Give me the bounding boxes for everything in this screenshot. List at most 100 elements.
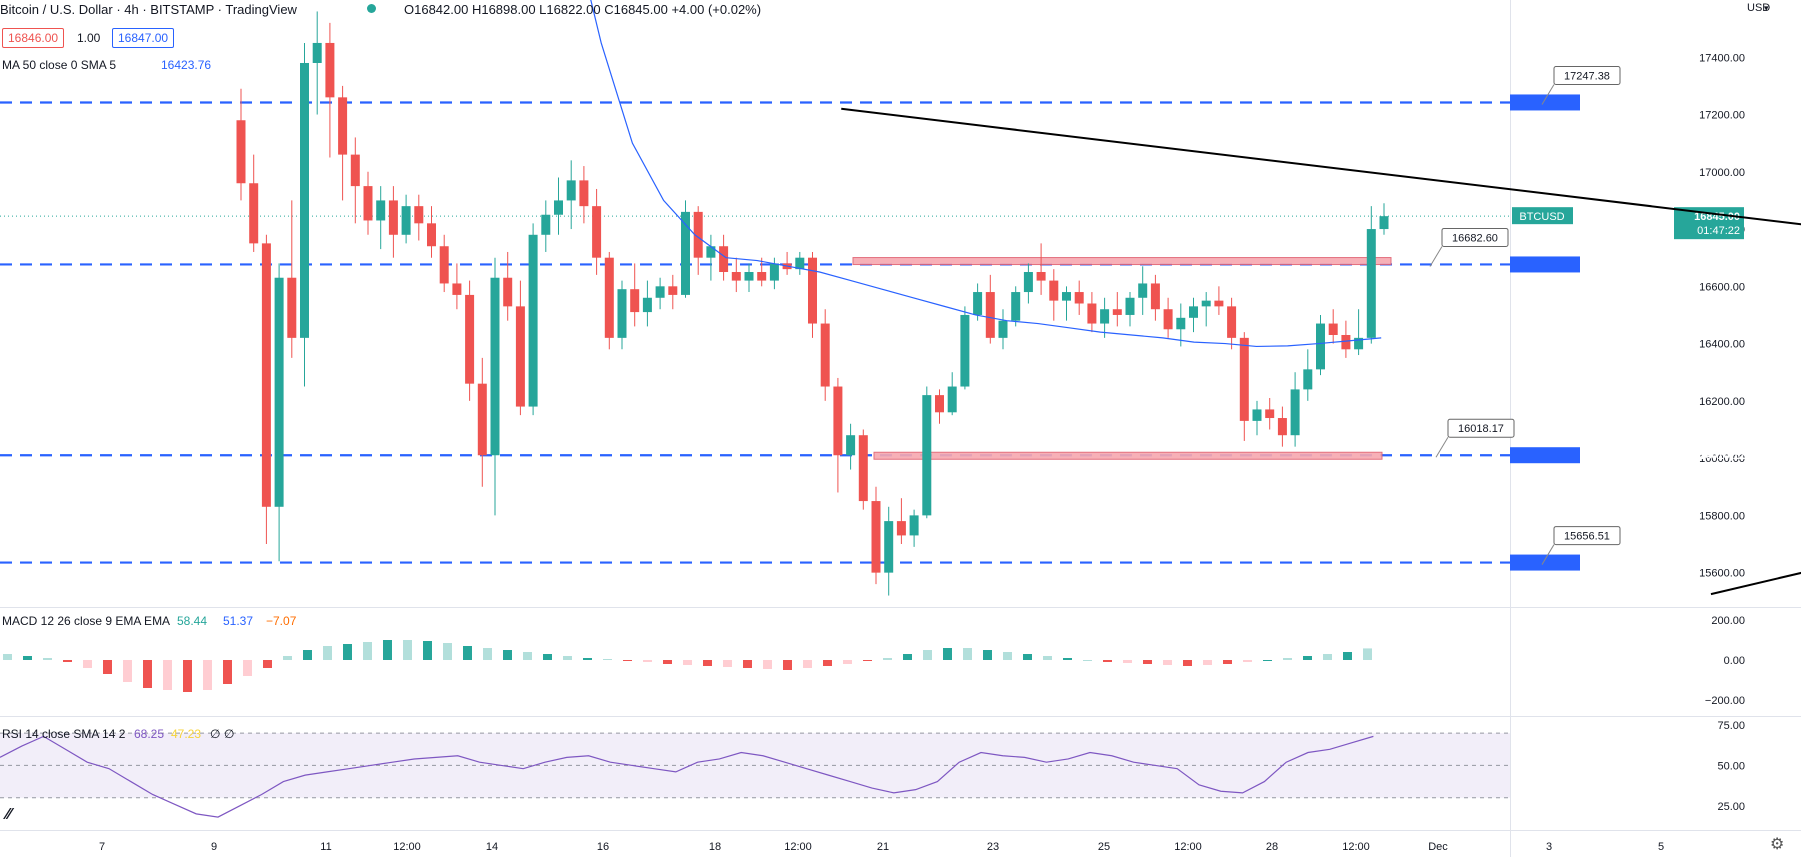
macd-histogram-bar (723, 660, 732, 667)
candle-body (731, 272, 741, 281)
time-tick-label: 14 (486, 841, 498, 853)
current-price-label: 16845.00 (1694, 211, 1740, 223)
candle-body (1227, 306, 1237, 338)
macd-histogram-bar (1183, 660, 1192, 666)
macd-histogram-bar (843, 660, 852, 664)
candle-body (388, 200, 398, 235)
macd-histogram-bar (1003, 652, 1012, 660)
resistance-zone (852, 257, 1392, 266)
price-level-badge (1510, 554, 1580, 571)
candle-body (401, 206, 411, 235)
macd-histogram-bar (923, 650, 932, 660)
macd-histogram-bar (943, 648, 952, 660)
spread-value: 1.00 (77, 31, 101, 45)
price-level-label: 16676.37 (1699, 259, 1745, 271)
ohlc-values: O16842.00 H16898.00 L16822.00 C16845.00 … (404, 2, 762, 17)
time-tick-label: 12:00 (784, 841, 812, 853)
candle-body (960, 314, 970, 387)
ask-price-button[interactable]: 16847.00 (112, 28, 175, 48)
macd-histogram-bar (43, 658, 52, 660)
candle-body (312, 42, 322, 63)
candle-body (1049, 280, 1059, 301)
macd-histogram-bar (803, 660, 812, 668)
candle-body (554, 200, 563, 215)
macd-histogram-bar (263, 660, 272, 668)
candle-body (833, 386, 843, 456)
callout-box (1553, 526, 1621, 546)
candle-body (935, 395, 944, 413)
candle-body (1112, 309, 1122, 315)
price-level-label: 17242.14 (1699, 97, 1746, 109)
macd-histogram-bar (1223, 660, 1232, 664)
macd-histogram-bar (1143, 660, 1152, 664)
candle-body (427, 223, 436, 247)
rsi-tick-label: 50.00 (1717, 760, 1745, 772)
macd-histogram-bar (1363, 648, 1372, 660)
callout-label: 15656.51 (1564, 531, 1610, 543)
macd-histogram-bar (403, 640, 412, 660)
macd-histogram-bar (3, 654, 12, 660)
macd-histogram-bar (443, 643, 452, 660)
callout-pointer (1541, 544, 1555, 565)
candle-body (1239, 337, 1249, 421)
candle-body (261, 243, 271, 507)
macd-histogram-bar (963, 648, 972, 660)
time-tick-label: 16 (597, 841, 609, 853)
gear-icon[interactable]: ⚙ (1770, 836, 1785, 853)
candle-body (909, 515, 919, 536)
candle-body (1303, 369, 1313, 390)
candle-body (1036, 272, 1046, 281)
macd-histogram-bar (1043, 656, 1052, 660)
candle-body (884, 521, 894, 573)
time-tick-label: 25 (1098, 841, 1110, 853)
macd-value: 58.44 (177, 614, 208, 628)
candle-body (300, 62, 309, 338)
chevron-down-icon[interactable]: ▾ (1764, 3, 1769, 13)
currency-label[interactable]: USD (1747, 2, 1771, 14)
candle-body (757, 272, 767, 281)
candle-body (503, 277, 513, 307)
candle-body (465, 294, 475, 384)
candle-body (630, 289, 640, 313)
macd-histogram-bar (583, 658, 592, 660)
candle-body (1290, 389, 1300, 436)
market-status-dot (367, 4, 376, 13)
rsi-value: 68.25 (134, 727, 165, 741)
candle-body (1125, 297, 1135, 315)
candle-body (922, 395, 932, 516)
macd-histogram-bar (863, 660, 872, 661)
candle-body (1176, 317, 1186, 330)
candle-body (338, 97, 348, 155)
macd-histogram-bar (423, 641, 432, 660)
candle-body (1023, 272, 1033, 293)
macd-histogram-bar (463, 646, 472, 660)
candle-body (1189, 306, 1198, 318)
price-tick-label: 16400.00 (1699, 339, 1745, 351)
time-tick-label: 23 (987, 841, 999, 853)
candle-body (846, 435, 856, 456)
candle-body (1252, 409, 1262, 421)
candle-body (592, 206, 602, 258)
bid-price-button[interactable]: 16846.00 (2, 28, 65, 48)
macd-histogram-bar (523, 652, 532, 660)
bar-countdown-label: 01:47:22 (1697, 225, 1740, 237)
macd-histogram-bar (823, 660, 832, 666)
macd-histogram-bar (483, 648, 492, 660)
time-tick-label: 12:00 (393, 841, 421, 853)
candle-body (668, 286, 678, 295)
candle-body (287, 277, 297, 338)
candle-body (719, 246, 729, 273)
macd-histogram-bar (143, 660, 152, 688)
macd-histogram-bar (283, 656, 292, 660)
candle-body (1341, 334, 1351, 350)
candle-body (1277, 418, 1287, 436)
rsi-tick-label: 25.00 (1717, 801, 1745, 813)
tradingview-logo-icon[interactable]: ⁄⁄ (6, 806, 12, 823)
candle-body (947, 386, 957, 413)
macd-hist-value: −7.07 (266, 614, 297, 628)
candle-body (376, 200, 386, 221)
macd-histogram-bar (1303, 656, 1312, 660)
macd-histogram-bar (1163, 660, 1172, 665)
macd-histogram-bar (243, 660, 252, 676)
